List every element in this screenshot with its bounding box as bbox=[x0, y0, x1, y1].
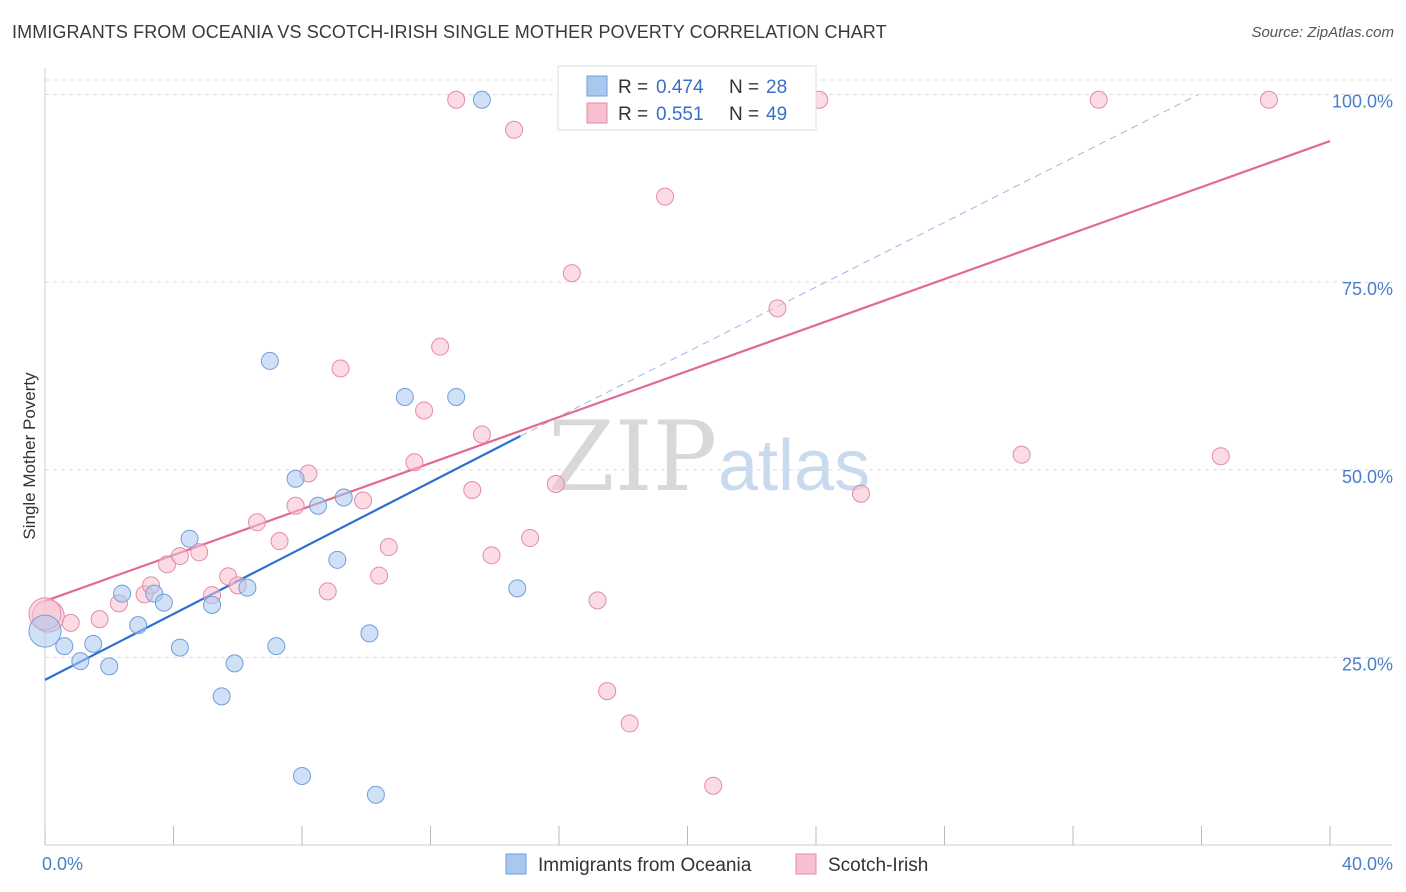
point-oceania-17 bbox=[286, 469, 305, 488]
point-scotch-irish-19 bbox=[370, 566, 389, 585]
bottom-legend: Immigrants from Oceania Scotch-Irish bbox=[505, 853, 928, 876]
point-scotch-irish-47 bbox=[1259, 90, 1278, 109]
point-scotch-irish-31 bbox=[562, 264, 581, 283]
point-scotch-irish-35 bbox=[620, 714, 639, 733]
point-scotch-irish-45 bbox=[1089, 90, 1108, 109]
point-scotch-irish-43 bbox=[851, 484, 870, 503]
point-oceania-25 bbox=[447, 387, 466, 406]
point-scotch-irish-18 bbox=[354, 491, 373, 510]
point-scotch-irish-32 bbox=[588, 591, 607, 610]
tick-labels: 25.0% 50.0% 75.0% 100.0% 0.0% 40.0% bbox=[42, 92, 1393, 874]
point-scotch-irish-27 bbox=[482, 546, 501, 565]
point-oceania-2 bbox=[71, 652, 90, 671]
point-scotch-irish-20 bbox=[379, 538, 398, 557]
point-scotch-irish-29 bbox=[521, 529, 540, 548]
point-scotch-irish-33 bbox=[598, 682, 617, 701]
point-scotch-irish-6 bbox=[158, 555, 177, 574]
point-oceania-12 bbox=[212, 687, 231, 706]
axes bbox=[44, 68, 1392, 846]
point-oceania-10 bbox=[180, 529, 199, 548]
point-oceania-1 bbox=[55, 637, 74, 656]
point-oceania-24 bbox=[395, 387, 414, 406]
point-scotch-irish-24 bbox=[447, 90, 466, 109]
y-tick-label-2: 75.0% bbox=[1342, 279, 1393, 299]
point-oceania-8 bbox=[154, 593, 173, 612]
point-scotch-irish-1 bbox=[61, 613, 80, 632]
grid-lines bbox=[45, 79, 1392, 658]
legend-r-value-2: 0.551 bbox=[656, 104, 704, 125]
legend-swatch-oceania bbox=[586, 75, 608, 97]
trend-scotch-irish bbox=[44, 140, 1331, 603]
trend-oceania-extension bbox=[520, 94, 1199, 437]
point-scotch-irish-7 bbox=[170, 547, 189, 566]
bottom-legend-label-scotch-irish: Scotch-Irish bbox=[828, 855, 928, 876]
point-oceania-18 bbox=[293, 766, 311, 785]
legend-n-value-2: 49 bbox=[766, 104, 787, 125]
point-scotch-irish-21 bbox=[405, 453, 424, 472]
point-scotch-irish-36 bbox=[656, 187, 675, 206]
point-scotch-irish-13 bbox=[270, 532, 289, 551]
point-scotch-irish-44 bbox=[1012, 445, 1031, 464]
point-oceania-21 bbox=[334, 488, 353, 507]
legend-r-label-2: R = bbox=[618, 104, 648, 125]
legend-r-value-1: 0.474 bbox=[656, 77, 704, 98]
point-oceania-3 bbox=[84, 634, 103, 653]
trend-oceania bbox=[44, 435, 521, 681]
point-scotch-irish-46 bbox=[1211, 447, 1230, 466]
watermark-atlas: atlas bbox=[718, 426, 870, 506]
point-scotch-irish-17 bbox=[331, 359, 350, 378]
point-oceania-19 bbox=[309, 496, 328, 515]
point-scotch-irish-16 bbox=[318, 582, 337, 601]
legend-r-label-1: R = bbox=[618, 77, 648, 98]
point-oceania-22 bbox=[360, 624, 379, 643]
point-oceania-14 bbox=[238, 578, 257, 597]
point-oceania-5 bbox=[113, 584, 132, 603]
x-tick-label-1: 40.0% bbox=[1342, 854, 1393, 874]
legend-n-label-1: N = bbox=[729, 77, 759, 98]
point-scotch-irish-2 bbox=[90, 610, 109, 629]
y-tick-label-3: 100.0% bbox=[1332, 92, 1393, 112]
watermark: ZIP atlas bbox=[548, 401, 870, 513]
point-oceania-20 bbox=[328, 550, 347, 569]
bottom-legend-swatch-oceania bbox=[505, 853, 527, 875]
point-oceania-27 bbox=[508, 579, 527, 598]
bottom-legend-swatch-scotch-irish bbox=[795, 853, 817, 875]
point-scotch-irish-22 bbox=[415, 401, 434, 420]
point-scotch-irish-30 bbox=[546, 475, 565, 494]
point-oceania-0 bbox=[28, 614, 62, 648]
point-scotch-irish-25 bbox=[463, 481, 482, 500]
x-tick-label-0: 0.0% bbox=[42, 854, 83, 874]
point-scotch-irish-28 bbox=[505, 120, 524, 139]
point-scotch-irish-14 bbox=[286, 496, 305, 515]
point-oceania-15 bbox=[260, 351, 279, 370]
point-scotch-irish-23 bbox=[431, 337, 450, 356]
y-tick-label-1: 50.0% bbox=[1342, 467, 1393, 487]
bottom-legend-label-oceania: Immigrants from Oceania bbox=[538, 855, 752, 876]
legend-n-label-2: N = bbox=[729, 104, 759, 125]
point-oceania-11 bbox=[203, 595, 222, 614]
point-oceania-4 bbox=[100, 657, 119, 676]
point-oceania-23 bbox=[366, 785, 385, 804]
point-oceania-6 bbox=[129, 616, 148, 635]
y-tick-label-0: 25.0% bbox=[1342, 654, 1393, 674]
point-scotch-irish-26 bbox=[472, 425, 491, 444]
watermark-zip: ZIP bbox=[548, 401, 717, 513]
point-oceania-13 bbox=[225, 654, 244, 673]
point-oceania-16 bbox=[267, 637, 286, 656]
legend-n-value-1: 28 bbox=[766, 77, 787, 98]
chart-title: IMMIGRANTS FROM OCEANIA VS SCOTCH-IRISH … bbox=[12, 22, 887, 42]
source-credit: Source: ZipAtlas.com bbox=[1251, 24, 1394, 41]
point-oceania-26 bbox=[472, 90, 491, 109]
point-oceania-9 bbox=[170, 638, 189, 657]
legend: R = 0.474 N = 28 R = 0.551 N = 49 bbox=[557, 65, 817, 131]
point-scotch-irish-12 bbox=[248, 513, 267, 532]
point-scotch-irish-40 bbox=[768, 299, 787, 318]
legend-swatch-scotch-irish bbox=[586, 102, 608, 124]
y-axis-label: Single Mother Poverty bbox=[20, 372, 39, 540]
point-scotch-irish-8 bbox=[190, 543, 209, 562]
point-scotch-irish-37 bbox=[704, 776, 723, 795]
